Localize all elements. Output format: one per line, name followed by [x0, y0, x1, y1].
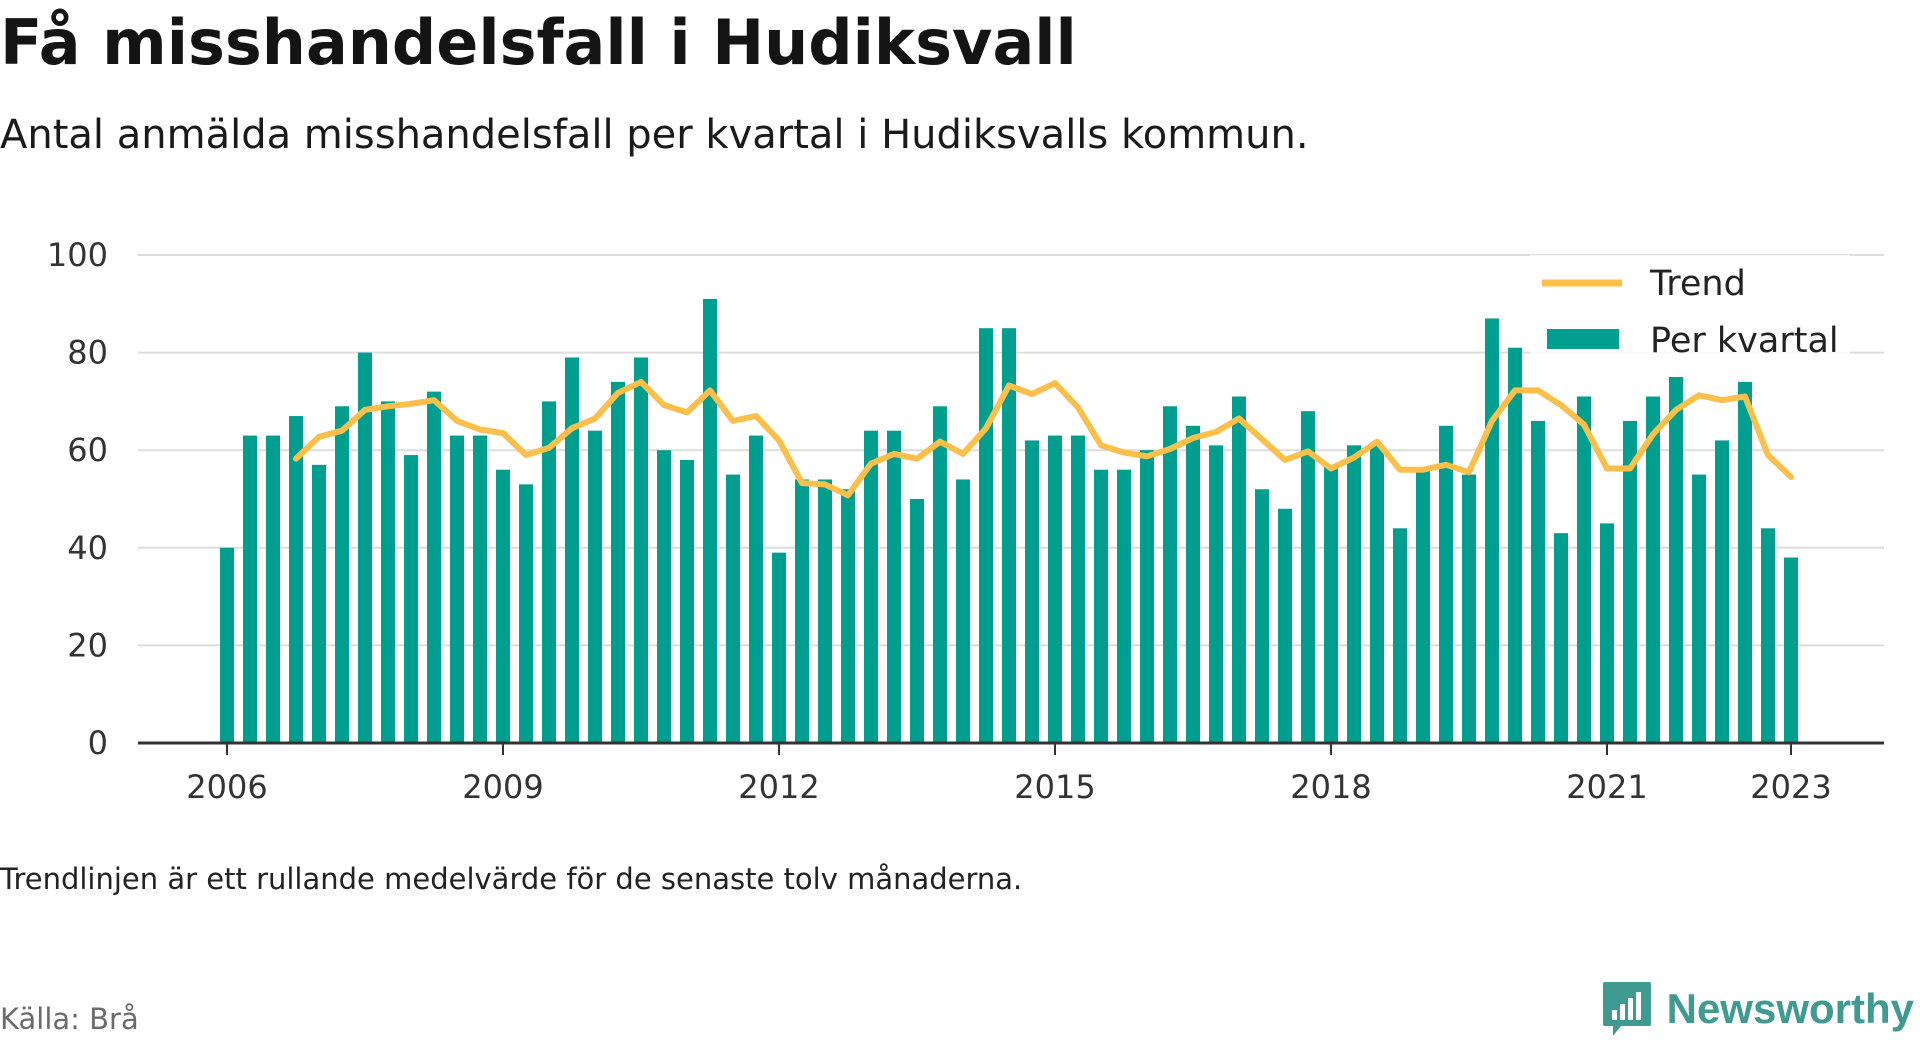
bar: [1508, 347, 1522, 743]
x-tick-label: 2021: [1566, 768, 1647, 806]
bar: [312, 464, 326, 743]
bar: [1048, 435, 1062, 743]
bar: [289, 416, 303, 743]
bar: [220, 547, 234, 743]
bar: [565, 357, 579, 743]
bar: [1301, 411, 1315, 743]
bar: [1761, 528, 1775, 743]
y-tick-label: 100: [47, 236, 108, 274]
bar: [335, 406, 349, 743]
bar: [1439, 425, 1453, 743]
brand-name: Newsworthy: [1666, 985, 1914, 1032]
x-tick-label: 2015: [1014, 768, 1095, 806]
bar: [404, 455, 418, 743]
bar: [956, 479, 970, 743]
bar: [1140, 450, 1154, 743]
bar: [657, 450, 671, 743]
bar: [1209, 445, 1223, 743]
x-tick-label: 2009: [462, 768, 543, 806]
bar: [887, 430, 901, 743]
y-axis-ticks: 0 20 40 60 80 100: [47, 236, 108, 762]
bar: [910, 499, 924, 743]
bar-line-chart: 0 20 40 60 80 100 2006 2009 2012 2015 2018 2021 202…: [47, 236, 1884, 806]
source-credit: Källa: Brå: [0, 1002, 139, 1036]
bar: [1784, 557, 1798, 743]
bar: [611, 381, 625, 743]
bar: [519, 484, 533, 743]
bar: [243, 435, 257, 743]
bar: [1577, 396, 1591, 743]
bar: [1715, 440, 1729, 743]
chart-subtitle: Antal anmälda misshandelsfall per kvarta…: [0, 112, 1309, 158]
x-tick-label: 2023: [1750, 768, 1831, 806]
bar: [1554, 533, 1568, 743]
x-axis-ticks: 2006 2009 2012 2015 2018 2021 2023: [186, 743, 1832, 806]
bar: [864, 430, 878, 743]
newsworthy-icon: [1602, 982, 1651, 1036]
bar: [266, 435, 280, 743]
legend-trend-label: Trend: [1649, 264, 1746, 304]
x-tick-label: 2018: [1290, 768, 1371, 806]
bar: [1531, 420, 1545, 743]
bar: [1163, 406, 1177, 743]
bar: [1393, 528, 1407, 743]
brand-logo: Newsworthy: [1601, 980, 1914, 1038]
bar: [841, 489, 855, 743]
bar: [818, 479, 832, 743]
bar: [1278, 508, 1292, 743]
bar: [1738, 381, 1752, 743]
bar: [680, 459, 694, 743]
trend-series: [293, 378, 1794, 499]
legend: Trend Per kvartal: [1530, 255, 1850, 365]
legend-bar-label: Per kvartal: [1650, 321, 1839, 361]
x-tick-label: 2012: [738, 768, 819, 806]
bar: [450, 435, 464, 743]
y-tick-label: 60: [67, 431, 108, 469]
bar: [1347, 445, 1361, 743]
bar: [1623, 420, 1637, 743]
bar: [588, 430, 602, 743]
bar: [1255, 489, 1269, 743]
bar: [1094, 469, 1108, 743]
bar: [634, 357, 648, 743]
bar-series: [220, 298, 1798, 743]
bar: [772, 552, 786, 743]
bar: [1600, 523, 1614, 743]
bar: [1186, 425, 1200, 743]
bar: [1002, 328, 1016, 743]
bar: [795, 479, 809, 743]
bar: [542, 401, 556, 743]
chart-footnote: Trendlinjen är ett rullande medelvärde f…: [0, 862, 1023, 896]
y-tick-label: 0: [88, 724, 108, 762]
bar: [427, 391, 441, 743]
bar: [358, 352, 372, 743]
bar: [749, 435, 763, 743]
chart-title: Få misshandelsfall i Hudiksvall: [0, 6, 1077, 79]
y-tick-label: 80: [67, 334, 108, 372]
bar: [1370, 445, 1384, 743]
y-tick-label: 40: [67, 529, 108, 567]
bar: [381, 401, 395, 743]
bar: [979, 328, 993, 743]
bar: [1025, 440, 1039, 743]
bar: [1324, 464, 1338, 743]
bar: [1692, 474, 1706, 743]
bar: [1117, 469, 1131, 743]
bar: [1416, 469, 1430, 743]
bar: [703, 298, 717, 743]
y-tick-label: 20: [67, 626, 108, 664]
trend-line: [293, 378, 1794, 499]
bar: [1462, 474, 1476, 743]
bar: [496, 469, 510, 743]
bar: [933, 406, 947, 743]
bar: [726, 474, 740, 743]
bar: [1232, 396, 1246, 743]
bar: [1646, 396, 1660, 743]
legend-bar-swatch: [1547, 329, 1619, 349]
bar: [1071, 435, 1085, 743]
x-tick-label: 2006: [186, 768, 267, 806]
bar: [1669, 377, 1683, 743]
bar: [1485, 318, 1499, 743]
bar: [473, 435, 487, 743]
